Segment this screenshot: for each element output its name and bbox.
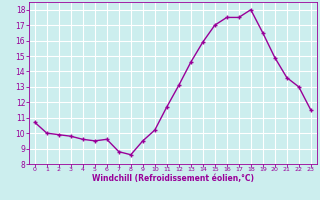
X-axis label: Windchill (Refroidissement éolien,°C): Windchill (Refroidissement éolien,°C) bbox=[92, 174, 254, 183]
